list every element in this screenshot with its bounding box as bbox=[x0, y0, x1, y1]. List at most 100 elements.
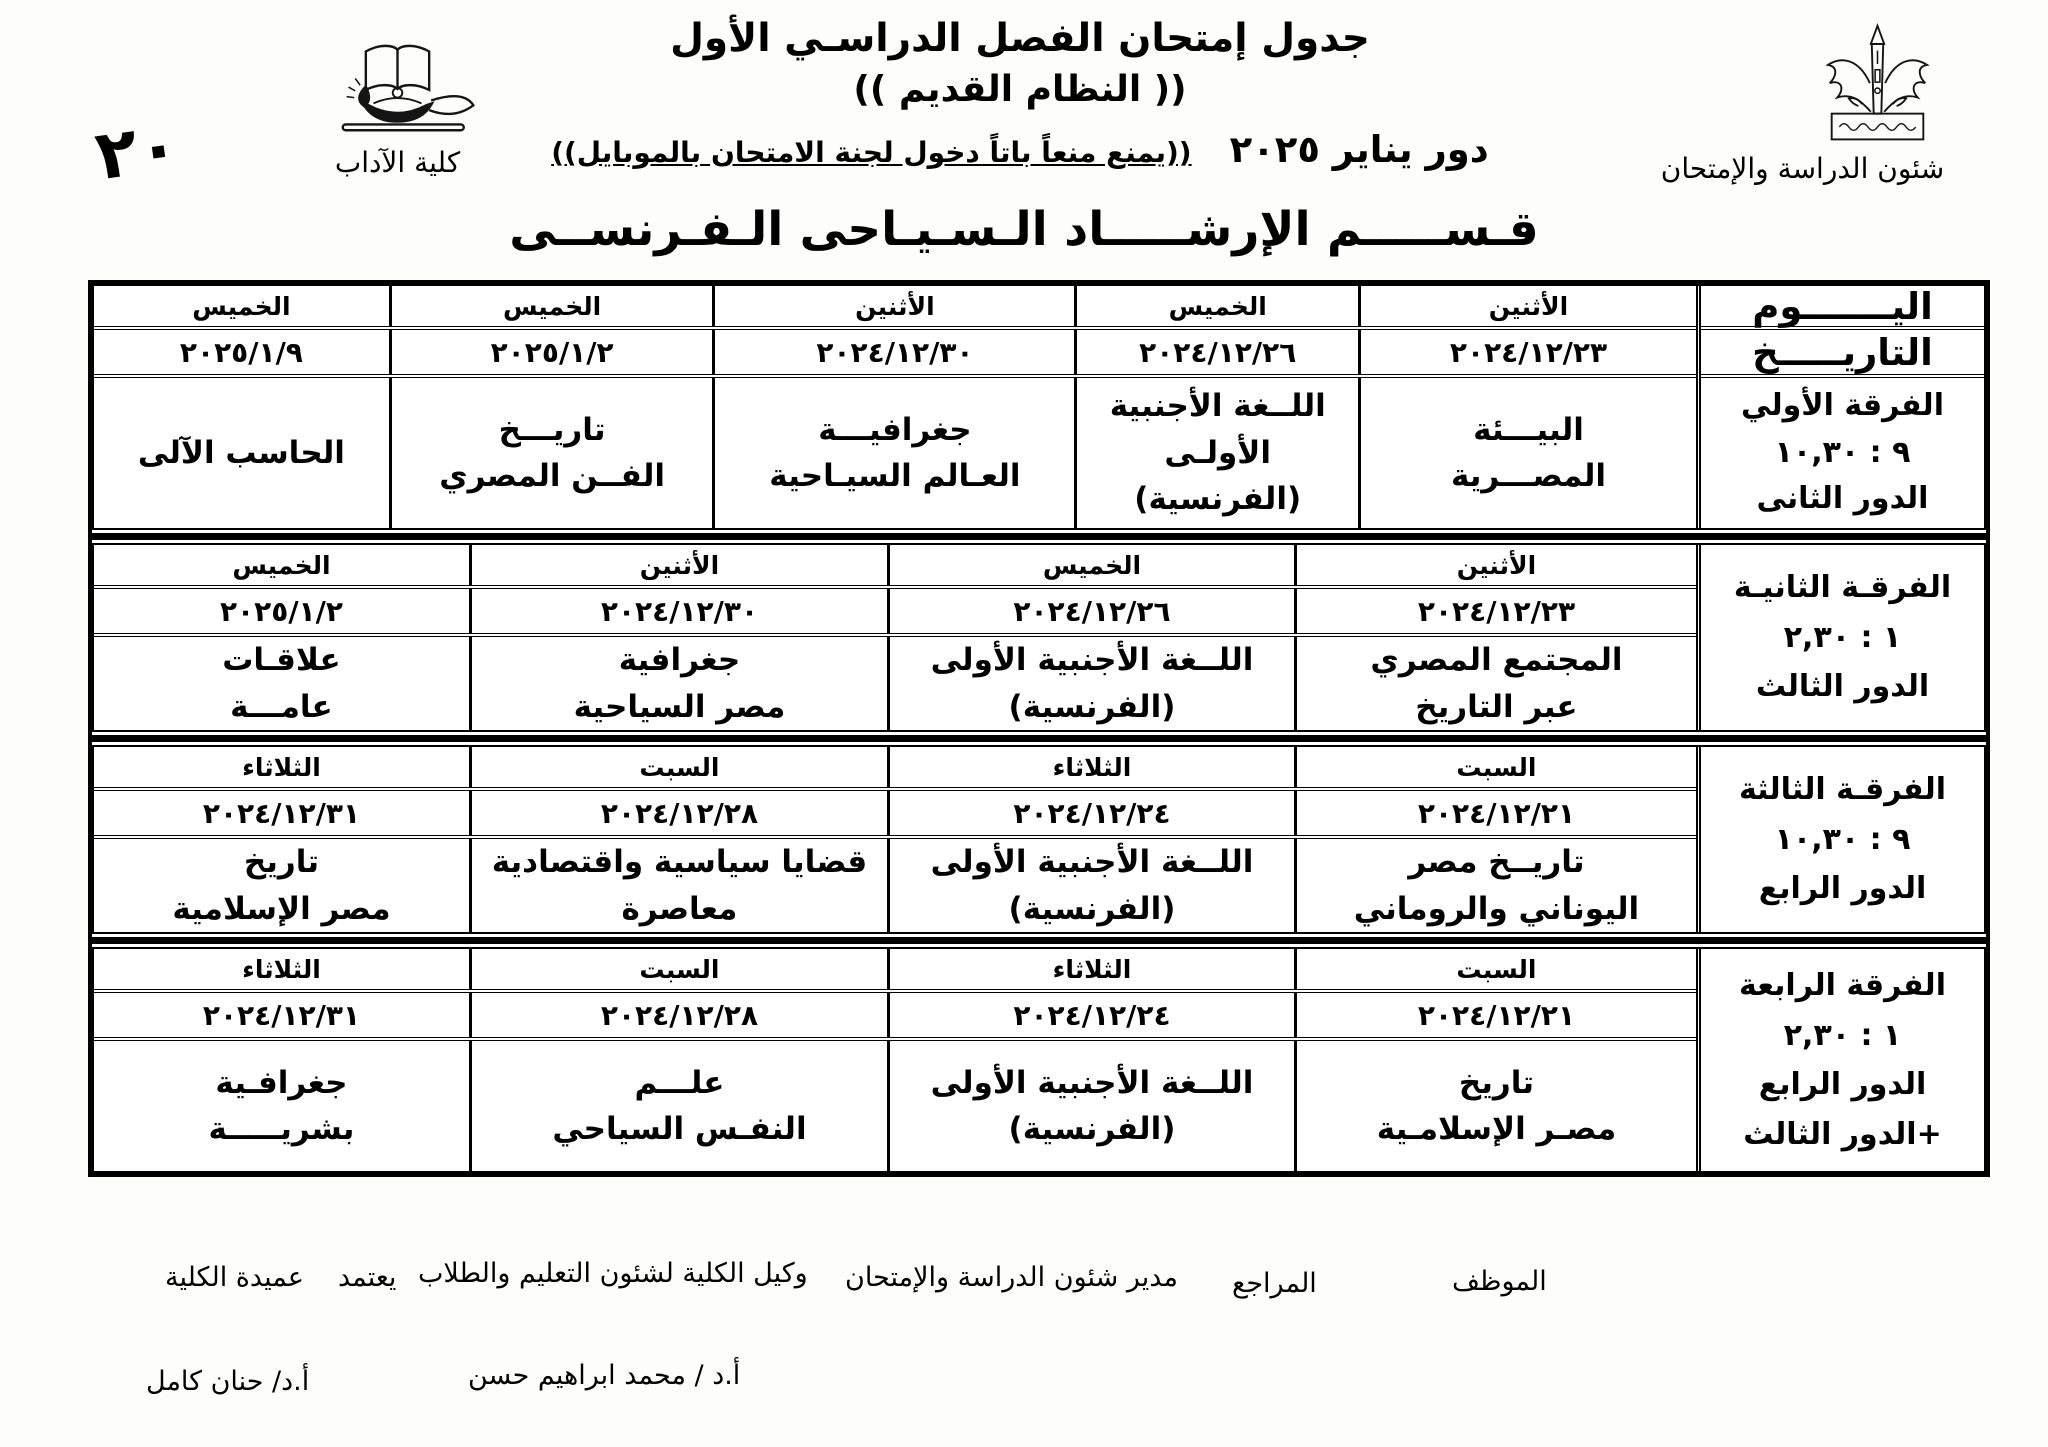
subject-cell: البيـــئة المصـــرية bbox=[1357, 378, 1696, 528]
document-subtitle: (( النظام القديم )) bbox=[853, 69, 1187, 110]
subject-cell: تاريخ مصـر الإسلامـية bbox=[1293, 1041, 1696, 1171]
date-cell: ٢٠٢٤/١٢/٢٨ bbox=[468, 791, 887, 835]
group-4-day-row: السبت الثلاثاء السبت الثلاثاء bbox=[94, 949, 1696, 993]
group-separator bbox=[92, 735, 1986, 742]
group-3-label: الفرقـة الثالثة ٩ : ١٠,٣٠ الدور الرابع bbox=[1696, 747, 1984, 932]
date-cell: ٢٠٢٥/١/٢ bbox=[219, 594, 343, 628]
day-cell: الأثنين bbox=[468, 545, 887, 585]
group-4-subject-row: تاريخ مصـر الإسلامـية اللــغة الأجنبية ا… bbox=[94, 1041, 1696, 1171]
footer-approval-block: يعتمد عميدة الكلية bbox=[165, 1262, 396, 1293]
subject-cell: اللــغة الأجنبية الأولـى (الفرنسية) bbox=[1074, 378, 1358, 528]
day-cell: السبت bbox=[468, 747, 887, 787]
day-cell: الأثنين bbox=[1293, 545, 1696, 585]
date-cell: ٢٠٢٤/١٢/٣٠ bbox=[468, 589, 887, 633]
date-cell: ٢٠٢٤/١٢/٣١ bbox=[202, 796, 361, 830]
handwritten-page-number: ٢٠ bbox=[90, 106, 185, 197]
day-cell: الخميس bbox=[232, 550, 331, 580]
session-label: دور يناير ٢٠٢٥ bbox=[1229, 128, 1489, 171]
subject-cell: تاريـــخ الفــن المصري bbox=[388, 378, 713, 528]
subject-cell: جغرافـية بشريـــــة bbox=[208, 1064, 355, 1148]
footer-staff-label: الموظف bbox=[1452, 1266, 1547, 1297]
date-cell: ٢٠٢٤/١٢/٢٨ bbox=[468, 993, 887, 1037]
date-cell: ٢٠٢٤/١٢/٢٣ bbox=[1293, 589, 1696, 633]
footer-dean-title-label: عميدة الكلية bbox=[165, 1262, 304, 1293]
subject-cell: اللــغة الأجنبية الأولى (الفرنسية) bbox=[887, 637, 1294, 730]
date-row-label: التاريـــــخ bbox=[1701, 330, 1984, 378]
date-cell: ٢٠٢٤/١٢/٣٠ bbox=[712, 330, 1074, 374]
footer-reviewer-label: المراجع bbox=[1232, 1268, 1317, 1299]
group-3-third-year: الفرقـة الثالثة ٩ : ١٠,٣٠ الدور الرابع ا… bbox=[92, 745, 1986, 934]
day-cell: الخميس bbox=[887, 545, 1294, 585]
day-cell: الثلاثاء bbox=[242, 954, 321, 984]
group-1-first-year: اليـــــــوم التاريـــــخ الفرقة الأولي … bbox=[92, 284, 1986, 530]
date-cell: ٢٠٢٥/١/٢ bbox=[388, 330, 713, 374]
day-cell: السبت bbox=[468, 949, 887, 989]
group-4-date-row: ٢٠٢٤/١٢/٢١ ٢٠٢٤/١٢/٢٤ ٢٠٢٤/١٢/٢٨ ٢٠٢٤/١٢… bbox=[94, 993, 1696, 1041]
group-1-label: الفرقة الأولي ٩ : ١٠,٣٠ الدور الثانى bbox=[1741, 388, 1944, 517]
date-cell: ٢٠٢٤/١٢/٢٤ bbox=[887, 993, 1294, 1037]
group-3-body: السبت الثلاثاء السبت الثلاثاء ٢٠٢٤/١٢/٢١… bbox=[94, 747, 1696, 932]
footer-vice-dean-name: أ.د / محمد ابراهيم حسن bbox=[468, 1360, 741, 1391]
date-cell: ٢٠٢٤/١٢/٢١ bbox=[1293, 791, 1696, 835]
footer-dean-name: أ.د/ حنان كامل bbox=[146, 1366, 310, 1397]
session-row: دور يناير ٢٠٢٥ ((يمنع منعاً باتاً دخول ل… bbox=[551, 128, 1489, 171]
date-cell: ٢٠٢٥/١/٩ bbox=[179, 335, 303, 369]
group-1-date-row: ٢٠٢٤/١٢/٢٣ ٢٠٢٤/١٢/٢٦ ٢٠٢٤/١٢/٣٠ ٢٠٢٥/١/… bbox=[94, 330, 1696, 378]
subject-cell: تاريــخ مصر اليوناني والروماني bbox=[1293, 839, 1696, 932]
day-cell: السبت bbox=[1293, 949, 1696, 989]
day-cell: الخميس bbox=[388, 286, 713, 326]
footer-approve-label: يعتمد bbox=[337, 1262, 397, 1293]
group-4-fourth-year: الفرقة الرابعة ١ : ٢,٣٠ الدور الرابع +ال… bbox=[92, 947, 1986, 1173]
day-cell: الخميس bbox=[1074, 286, 1358, 326]
mobile-ban-warning: ((يمنع منعاً باتاً دخول لجنة الامتحان با… bbox=[551, 136, 1192, 169]
date-cell: ٢٠٢٤/١٢/٢٦ bbox=[887, 589, 1294, 633]
group-3-day-row: السبت الثلاثاء السبت الثلاثاء bbox=[94, 747, 1696, 791]
date-cell: ٢٠٢٤/١٢/٣١ bbox=[202, 998, 361, 1032]
date-cell: ٢٠٢٤/١٢/٢٣ bbox=[1357, 330, 1696, 374]
subject-cell: قضايا سياسية واقتصادية معاصرة bbox=[468, 839, 887, 932]
subject-cell: المجتمع المصري عبر التاريخ bbox=[1293, 637, 1696, 730]
faculty-of-arts-logo-icon bbox=[341, 44, 475, 132]
faculty-header-block: كلية الآداب bbox=[285, 40, 510, 179]
document-title-block: جدول إمتحان الفصل الدراسـي الأول (( النظ… bbox=[551, 16, 1489, 171]
university-header-block: شئون الدراسة والإمتحان bbox=[1630, 22, 1975, 185]
date-cell: ٢٠٢٤/١٢/٢٤ bbox=[887, 791, 1294, 835]
subject-cell: جغرافيـــة العـالم السيـاحية bbox=[712, 378, 1074, 528]
group-2-second-year: الفرقـة الثانيـة ١ : ٢,٣٠ الدور الثالث ا… bbox=[92, 543, 1986, 732]
university-office-label: شئون الدراسة والإمتحان bbox=[1660, 152, 1945, 185]
day-row-label: اليـــــــوم bbox=[1701, 285, 1984, 330]
exam-schedule-table: اليـــــــوم التاريـــــخ الفرقة الأولي … bbox=[88, 280, 1990, 1177]
document-title: جدول إمتحان الفصل الدراسـي الأول bbox=[670, 16, 1370, 61]
day-cell: الأثنين bbox=[712, 286, 1074, 326]
subject-cell: جغرافية مصر السياحية bbox=[468, 637, 887, 730]
day-cell: السبت bbox=[1293, 747, 1696, 787]
subject-cell: علاقـات عامـــة bbox=[222, 642, 341, 725]
group-4-label: الفرقة الرابعة ١ : ٢,٣٠ الدور الرابع +ال… bbox=[1696, 949, 1984, 1171]
group-3-date-row: ٢٠٢٤/١٢/٢١ ٢٠٢٤/١٢/٢٤ ٢٠٢٤/١٢/٢٨ ٢٠٢٤/١٢… bbox=[94, 791, 1696, 839]
ain-shams-university-logo-icon bbox=[1825, 23, 1930, 141]
day-cell: الأثنين bbox=[1357, 286, 1696, 326]
group-separator bbox=[92, 937, 1986, 944]
subject-cell: اللــغة الأجنبية الأولى (الفرنسية) bbox=[887, 1041, 1294, 1171]
group-separator bbox=[92, 533, 1986, 540]
group-1-header-column: اليـــــــوم التاريـــــخ الفرقة الأولي … bbox=[1696, 285, 1984, 528]
subject-cell: علـــم النفـس السياحي bbox=[468, 1041, 887, 1171]
day-cell: الخميس bbox=[192, 291, 291, 321]
group-1-body: الأثنين الخميس الأثنين الخميس الخميس ٢٠٢… bbox=[94, 286, 1696, 528]
group-4-body: السبت الثلاثاء السبت الثلاثاء ٢٠٢٤/١٢/٢١… bbox=[94, 949, 1696, 1171]
date-cell: ٢٠٢٤/١٢/٢١ bbox=[1293, 993, 1696, 1037]
group-3-subject-row: تاريــخ مصر اليوناني والروماني اللــغة ا… bbox=[94, 839, 1696, 932]
subject-cell: اللــغة الأجنبية الأولى (الفرنسية) bbox=[887, 839, 1294, 932]
date-cell: ٢٠٢٤/١٢/٢٦ bbox=[1074, 330, 1358, 374]
group-1-day-row: الأثنين الخميس الأثنين الخميس الخميس bbox=[94, 286, 1696, 330]
footer-vice-dean-label: وكيل الكلية لشئون التعليم والطلاب bbox=[418, 1258, 808, 1289]
day-cell: الثلاثاء bbox=[887, 949, 1294, 989]
group-2-date-row: ٢٠٢٤/١٢/٢٣ ٢٠٢٤/١٢/٢٦ ٢٠٢٤/١٢/٣٠ ٢٠٢٥/١/… bbox=[94, 589, 1696, 637]
department-title: قـســـــم الإرشـــــاد الـسـيـاحى الـفـر… bbox=[509, 202, 1539, 257]
subject-cell: تاريخ مصر الإسلامية bbox=[172, 844, 391, 927]
faculty-name-label: كلية الآداب bbox=[334, 146, 461, 179]
group-2-day-row: الأثنين الخميس الأثنين الخميس bbox=[94, 545, 1696, 589]
group-2-subject-row: المجتمع المصري عبر التاريخ اللــغة الأجن… bbox=[94, 637, 1696, 730]
subject-cell: الحاسب الآلى bbox=[137, 434, 345, 471]
